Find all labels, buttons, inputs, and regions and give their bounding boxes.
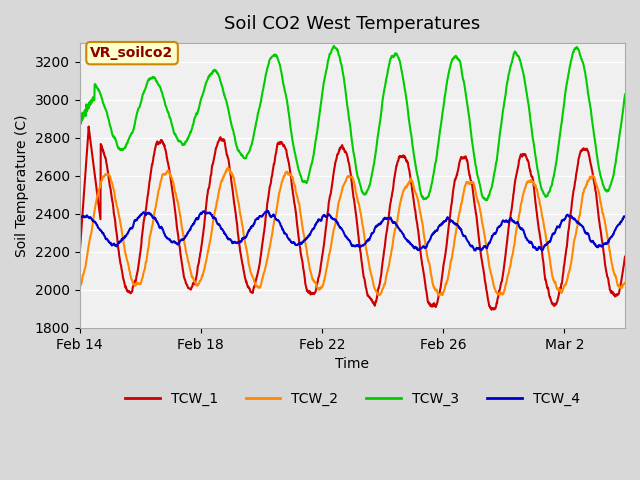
X-axis label: Time: Time bbox=[335, 357, 369, 371]
Text: VR_soilco2: VR_soilco2 bbox=[90, 46, 173, 60]
TCW_3 bbox=[449, 57, 456, 62]
Legend: TCW_1, TCW_2, TCW_3, TCW_4: TCW_1, TCW_2, TCW_3, TCW_4 bbox=[119, 386, 585, 411]
TCW_2 bbox=[192, 282, 200, 288]
TCW_1 bbox=[488, 307, 495, 312]
TCW_1 bbox=[108, 190, 115, 195]
TCW_4 bbox=[280, 229, 288, 235]
TCW_2 bbox=[621, 280, 629, 286]
TCW_4 bbox=[449, 218, 456, 224]
TCW_2 bbox=[280, 174, 288, 180]
TCW_3 bbox=[301, 179, 308, 185]
TCW_3 bbox=[107, 125, 115, 131]
Line: TCW_3: TCW_3 bbox=[79, 46, 625, 200]
TCW_3 bbox=[621, 92, 629, 97]
TCW_1 bbox=[84, 124, 92, 130]
TCW_2 bbox=[449, 251, 456, 256]
Line: TCW_2: TCW_2 bbox=[79, 168, 625, 295]
TCW_2 bbox=[76, 284, 83, 290]
Line: TCW_1: TCW_1 bbox=[79, 127, 625, 310]
TCW_3 bbox=[76, 120, 83, 125]
TCW_1 bbox=[193, 275, 200, 280]
TCW_1 bbox=[449, 196, 456, 202]
TCW_2 bbox=[298, 223, 306, 229]
TCW_3 bbox=[483, 197, 491, 203]
Line: TCW_4: TCW_4 bbox=[79, 211, 625, 251]
TCW_2 bbox=[107, 177, 115, 183]
Y-axis label: Soil Temperature (C): Soil Temperature (C) bbox=[15, 114, 29, 257]
TCW_3 bbox=[330, 43, 338, 49]
TCW_4 bbox=[76, 216, 83, 221]
TCW_1 bbox=[621, 254, 629, 260]
TCW_1 bbox=[280, 142, 288, 148]
TCW_2 bbox=[435, 292, 442, 298]
TCW_4 bbox=[264, 208, 271, 214]
TCW_4 bbox=[298, 240, 306, 245]
TCW_3 bbox=[280, 82, 287, 88]
TCW_1 bbox=[301, 278, 309, 284]
TCW_3 bbox=[298, 178, 306, 184]
TCW_2 bbox=[301, 239, 309, 245]
Title: Soil CO2 West Temperatures: Soil CO2 West Temperatures bbox=[224, 15, 481, 33]
TCW_2 bbox=[223, 166, 231, 171]
TCW_4 bbox=[472, 248, 479, 253]
TCW_4 bbox=[621, 214, 629, 219]
TCW_4 bbox=[107, 240, 115, 246]
TCW_3 bbox=[192, 112, 200, 118]
TCW_1 bbox=[298, 258, 306, 264]
TCW_4 bbox=[301, 237, 309, 243]
TCW_4 bbox=[192, 216, 200, 222]
TCW_1 bbox=[76, 253, 83, 259]
